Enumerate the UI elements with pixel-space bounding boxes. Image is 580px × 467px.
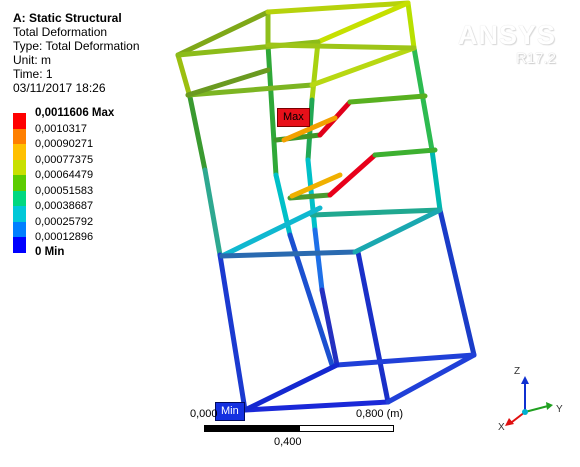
result-type: Type: Total Deformation <box>13 39 140 53</box>
frame-member <box>347 93 428 105</box>
legend-level-label: 0,00012896 <box>35 231 94 243</box>
ansys-version: R17.2 <box>515 50 556 67</box>
scale-left-label: 0,000 <box>190 408 218 420</box>
frame-member <box>175 9 271 58</box>
triad-x-label: X <box>498 422 505 433</box>
min-probe-label[interactable]: Min <box>215 402 245 421</box>
ansys-brand: ANSYS R17.2 <box>458 20 556 68</box>
max-probe-label[interactable]: Max <box>277 108 310 127</box>
frame-member <box>287 232 335 368</box>
legend-swatch <box>13 221 26 237</box>
frame-member <box>287 192 333 201</box>
legend-swatch <box>13 190 26 206</box>
legend-swatch <box>13 206 26 222</box>
legend-swatch <box>13 113 26 129</box>
legend-swatch <box>13 237 26 253</box>
legend-level-label: 0,0010317 <box>35 122 87 135</box>
frame-member <box>185 82 315 98</box>
frame-member <box>187 94 208 173</box>
y-axis-arrow-icon <box>546 402 553 410</box>
legend-level-label: 0,00051583 <box>35 184 94 197</box>
frame-member <box>309 45 417 88</box>
ansys-logo: ANSYS <box>457 20 556 50</box>
frame-member <box>405 0 417 51</box>
frame-member <box>319 287 340 368</box>
frame-member <box>219 205 323 259</box>
frame-member <box>217 252 248 413</box>
legend-max-label: 0,0011606 Max <box>35 107 115 119</box>
scale-bar: 0,000 0,800 (m) 0,400 <box>180 408 420 458</box>
frame-member <box>334 352 477 368</box>
frame-member <box>312 227 325 293</box>
origin-icon <box>522 409 528 415</box>
y-axis-icon <box>524 405 549 413</box>
legend-swatch <box>13 159 26 175</box>
frame-member <box>202 167 223 258</box>
frame-member <box>265 42 279 178</box>
scale-mid-label: 0,400 <box>274 436 302 448</box>
frame-member <box>281 115 338 143</box>
axis-triad[interactable]: Z Y X <box>492 360 572 435</box>
legend-level-label: 0,00038687 <box>35 200 94 212</box>
legend-swatch <box>13 144 26 160</box>
frame-member <box>429 147 443 213</box>
legend-min-label: 0 Min <box>35 246 65 258</box>
x-axis-arrow-icon <box>505 418 514 426</box>
frame-member <box>242 399 391 413</box>
frame-member <box>327 152 378 198</box>
legend-swatch <box>13 175 26 191</box>
result-unit: Unit: m <box>13 53 52 67</box>
frame-member <box>242 362 340 413</box>
z-axis-arrow-icon <box>521 376 529 384</box>
legend-level-label: 0,00090271 <box>35 138 94 150</box>
frame-member <box>309 39 321 103</box>
frame-member <box>265 42 417 51</box>
legend-level-label: 0,00077375 <box>35 153 94 166</box>
result-info: A: Static Structural Total Deformation T… <box>13 11 140 95</box>
frame-member <box>437 207 477 358</box>
result-timestamp: 03/11/2017 18:26 <box>13 81 106 95</box>
frame-member <box>355 249 391 405</box>
frame-member <box>219 249 358 259</box>
scale-bar-white <box>299 425 394 432</box>
legend-level-label: 0,00064479 <box>35 169 94 181</box>
result-name: Total Deformation <box>13 25 108 39</box>
frame-member <box>175 52 193 100</box>
frame-member <box>265 0 411 15</box>
frame-member <box>289 172 343 199</box>
triad-y-label: Y <box>556 404 563 415</box>
scale-right-label: 0,800 (m) <box>356 408 404 420</box>
result-time: Time: 1 <box>13 67 53 81</box>
frame-member <box>315 0 411 45</box>
frame-member <box>185 67 271 98</box>
legend-level-label: 0,00025792 <box>35 215 94 228</box>
frame-member <box>372 147 438 158</box>
frame-member <box>411 45 435 153</box>
triad-z-label: Z <box>514 366 520 377</box>
frame-member <box>309 207 443 218</box>
analysis-title: A: Static Structural <box>13 11 122 25</box>
legend-swatch <box>13 128 26 144</box>
frame-member <box>352 207 443 255</box>
scale-bar-black <box>204 425 299 432</box>
frame-member <box>385 352 477 405</box>
